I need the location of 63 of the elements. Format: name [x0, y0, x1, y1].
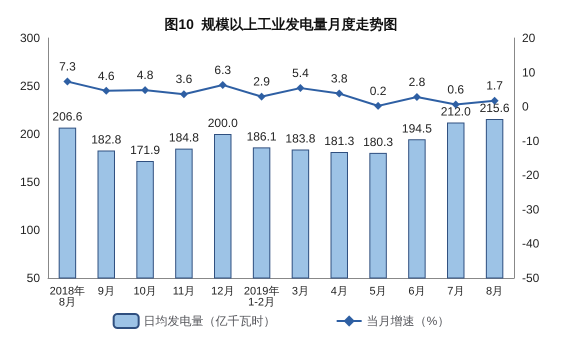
point [412, 92, 421, 101]
data-label: 215.6 [480, 101, 510, 116]
legend-label: 日均发电量（亿千瓦时） [144, 314, 276, 328]
data-label: 6.3 [214, 62, 232, 77]
y2-tick-label: 0 [522, 100, 529, 114]
data-label: 1.7 [486, 78, 504, 93]
data-label: 206.6 [52, 110, 83, 124]
data-label: 182.8 [91, 132, 122, 147]
y2-tick-label: -30 [522, 202, 540, 216]
point [63, 78, 72, 86]
data-label: 200.0 [208, 116, 238, 130]
x-tick-label: 2018年 8月 [50, 286, 86, 308]
point [102, 86, 110, 95]
data-label: 212.0 [440, 104, 472, 118]
y2-tick-label: 20 [522, 31, 536, 45]
x-tick-label: 7月 [447, 286, 464, 298]
point [296, 84, 304, 92]
data-label: 194.5 [402, 121, 432, 136]
data-label: 4.8 [136, 68, 154, 82]
data-label: 0.2 [370, 84, 387, 98]
x-tick-label: 4月 [330, 286, 348, 298]
point [335, 90, 344, 98]
data-label: 2.8 [408, 74, 426, 89]
point [180, 90, 188, 98]
data-label: 180.3 [363, 134, 394, 149]
point [258, 92, 266, 101]
y-tick-label: 250 [20, 79, 40, 93]
legend-label: 当月增速（%） [366, 314, 450, 328]
data-label: 4.6 [98, 68, 115, 83]
data-label: 183.8 [285, 132, 316, 146]
point [218, 80, 227, 89]
data-label: 0.6 [447, 82, 464, 97]
y-tick-label: 100 [20, 223, 40, 237]
data-label: 3.6 [176, 72, 193, 86]
x-tick-label: 8月 [486, 286, 504, 298]
data-label: 3.8 [330, 72, 348, 86]
x-tick-label: 11月 [172, 286, 196, 298]
x-tick-label: 2019年 1-2月 [244, 286, 280, 308]
y-tick-label: 300 [20, 31, 40, 45]
point [374, 102, 382, 110]
x-tick-label: 6月 [408, 286, 426, 298]
y2-tick-label: -40 [522, 236, 540, 251]
y2-tick-label: -50 [522, 271, 540, 285]
y-tick-label: 50 [26, 271, 40, 285]
x-tick-label: 10月 [133, 286, 157, 298]
point [141, 86, 150, 94]
x-tick-label: 9月 [98, 286, 115, 298]
x-tick-label: 3月 [292, 286, 309, 298]
chart-title: 图10 规模以上工业发电量月度走势图 [164, 16, 398, 32]
y2-tick-label: 10 [522, 65, 536, 80]
x-tick-label: 5月 [370, 286, 387, 298]
y-tick-label: 200 [20, 127, 40, 141]
data-label: 5.4 [292, 66, 310, 80]
data-label: 181.3 [324, 134, 355, 148]
y2-tick-label: -20 [522, 168, 540, 182]
x-tick-label: 12月 [211, 286, 234, 298]
y-tick-label: 150 [20, 175, 40, 189]
data-label: 184.8 [168, 130, 200, 145]
data-label: 7.3 [59, 60, 76, 74]
data-label: 171.9 [130, 142, 160, 157]
data-label: 2.9 [253, 74, 270, 89]
y2-tick-label: -10 [522, 134, 540, 148]
data-label: 186.1 [246, 129, 277, 144]
